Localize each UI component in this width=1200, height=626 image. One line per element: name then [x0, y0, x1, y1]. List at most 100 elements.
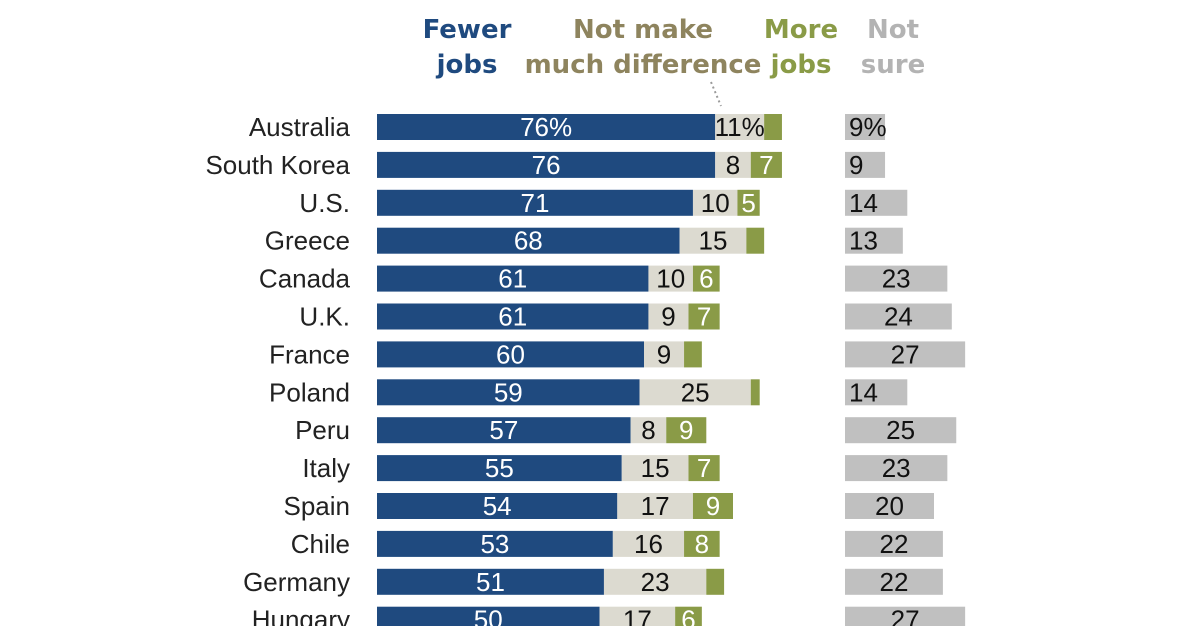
bar-more-jobs: [666, 417, 707, 444]
header-fewer-jobs-line1: Fewer: [423, 15, 512, 45]
bar-fewer-jobs: [377, 189, 693, 216]
value-label-more-jobs: 8: [695, 529, 709, 559]
value-label-no-difference: 9: [657, 339, 671, 369]
row-canada: Canada 61 10 6 23: [259, 264, 948, 294]
bar-fewer-jobs: [377, 341, 644, 368]
bar-more-jobs: [706, 568, 725, 595]
bar-not-sure: [845, 417, 957, 444]
value-label-no-difference: 11%: [715, 112, 765, 142]
country-label: France: [269, 339, 350, 369]
country-label: Chile: [291, 529, 350, 559]
value-label-not-sure: 14: [849, 188, 878, 218]
country-label: U.K.: [299, 302, 350, 332]
bar-not-sure: [845, 341, 966, 368]
bar-not-sure: [845, 189, 908, 216]
country-label: Australia: [249, 112, 351, 142]
value-label-no-difference: 17: [623, 605, 652, 626]
header-fewer-jobs-line2: jobs: [436, 50, 498, 80]
bar-no-difference: [630, 417, 667, 444]
bar-not-sure: [845, 265, 948, 292]
bar-no-difference: [715, 114, 765, 140]
value-label-no-difference: 23: [641, 567, 670, 597]
bar-no-difference: [612, 530, 685, 557]
bar-more-jobs: [750, 379, 760, 406]
row-u-k: U.K. 61 9 7 24: [299, 302, 952, 332]
value-label-no-difference: 10: [656, 264, 685, 294]
value-label-fewer-jobs: 76%: [520, 112, 572, 142]
value-label-fewer-jobs: 54: [483, 491, 512, 521]
header-not-sure-line2: sure: [861, 50, 925, 80]
bar-no-difference: [603, 568, 707, 595]
bar-more-jobs: [737, 189, 760, 216]
row-peru: Peru 57 8 9 25: [295, 415, 957, 445]
bar-fewer-jobs: [377, 493, 618, 519]
bar-no-difference: [648, 303, 689, 330]
value-label-not-sure: 23: [882, 453, 911, 483]
bar-no-difference: [644, 341, 685, 368]
country-label: Canada: [259, 264, 351, 294]
row-chile: Chile 53 16 8 22: [291, 529, 943, 559]
bar-not-sure: [845, 606, 966, 626]
value-label-fewer-jobs: 61: [498, 264, 527, 294]
header-not-sure-line1: Not: [867, 15, 919, 45]
value-label-more-jobs: 7: [697, 302, 711, 332]
value-label-fewer-jobs: 55: [485, 453, 514, 483]
chart-rows: Australia 76% 11% 9%South Korea 76 8 7 9U.S. 71 1…: [205, 112, 966, 626]
bar-not-sure: [845, 530, 943, 557]
value-label-not-sure: 22: [879, 567, 908, 597]
value-label-fewer-jobs: 61: [498, 302, 527, 332]
value-label-no-difference: 15: [641, 453, 670, 483]
bar-more-jobs: [688, 303, 720, 330]
value-label-not-sure: 22: [879, 529, 908, 559]
value-label-not-sure: 9%: [849, 112, 887, 142]
bar-more-jobs: [750, 151, 782, 178]
value-label-fewer-jobs: 57: [489, 415, 518, 445]
bar-fewer-jobs: [377, 151, 716, 178]
bar-no-difference: [715, 151, 751, 178]
bar-no-difference: [648, 265, 693, 292]
bar-more-jobs: [675, 606, 702, 626]
value-label-no-difference: 17: [641, 491, 670, 521]
bar-fewer-jobs: [377, 114, 716, 140]
header-no-difference-line1: Not make: [573, 15, 713, 45]
value-label-fewer-jobs: 53: [480, 529, 509, 559]
bar-more-jobs: [692, 493, 733, 519]
value-label-fewer-jobs: 50: [474, 605, 503, 626]
bar-not-sure: [845, 151, 886, 178]
bar-not-sure: [845, 379, 908, 406]
country-label: Spain: [284, 491, 351, 521]
value-label-not-sure: 27: [891, 605, 920, 626]
bar-not-sure: [845, 114, 886, 140]
column-headers: Fewer jobs Not make much difference More…: [423, 15, 925, 107]
value-label-no-difference: 8: [641, 415, 655, 445]
value-label-not-sure: 25: [886, 415, 915, 445]
value-label-not-sure: 13: [849, 226, 878, 256]
value-label-not-sure: 27: [891, 339, 920, 369]
row-australia: Australia 76% 11% 9%: [249, 112, 887, 142]
bar-fewer-jobs: [377, 227, 680, 254]
row-poland: Poland 59 25 14: [269, 377, 908, 407]
bar-not-sure: [845, 455, 948, 482]
value-label-no-difference: 10: [701, 188, 730, 218]
value-label-more-jobs: 6: [681, 605, 695, 626]
country-label: Italy: [302, 453, 350, 483]
bar-fewer-jobs: [377, 303, 649, 330]
value-label-fewer-jobs: 68: [514, 226, 543, 256]
value-label-more-jobs: 9: [679, 415, 693, 445]
bar-not-sure: [845, 568, 943, 595]
header-more-jobs-line1: More: [764, 15, 838, 45]
country-label: U.S.: [299, 188, 350, 218]
bar-no-difference: [621, 455, 689, 482]
bar-fewer-jobs: [377, 568, 604, 595]
bar-not-sure: [845, 493, 934, 519]
header-more-jobs-line2: jobs: [770, 50, 832, 80]
bar-no-difference: [639, 379, 751, 406]
country-label: Hungary: [252, 605, 350, 626]
row-hungary: Hungary 50 17 6 27: [252, 605, 966, 626]
bar-more-jobs: [746, 227, 765, 254]
bar-fewer-jobs: [377, 455, 622, 482]
row-italy: Italy 55 15 7 23: [302, 453, 948, 483]
row-france: France 60 9 27: [269, 339, 966, 369]
bar-more-jobs: [688, 455, 720, 482]
